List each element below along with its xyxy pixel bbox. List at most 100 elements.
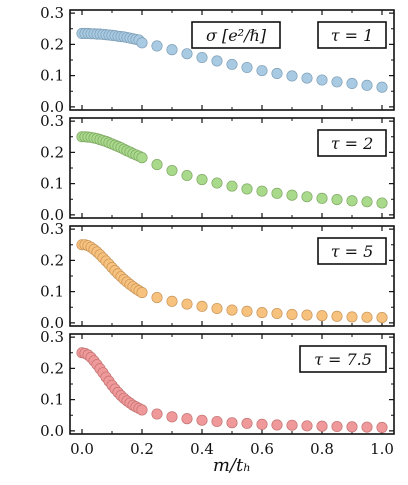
data-point [151, 292, 163, 304]
data-point [271, 307, 283, 320]
data-point [256, 65, 268, 77]
y-tick-label: 0.0 [40, 422, 64, 440]
quantity-label: σ [e²/ℏ] [206, 26, 267, 45]
data-point [271, 67, 283, 79]
y-tick-label: 0.3 [40, 4, 64, 22]
data-point [151, 408, 163, 420]
data-point [256, 418, 268, 430]
data-point [376, 421, 388, 433]
data-point [361, 421, 373, 433]
y-tick-label: 0.2 [40, 35, 64, 53]
quantity-box [191, 21, 281, 49]
data-point [256, 185, 268, 197]
y-tick-label: 0.3 [40, 328, 64, 346]
data-point [346, 77, 358, 89]
data-point [181, 169, 193, 182]
data-point [361, 311, 373, 323]
x-axis-label: m/tₕ [213, 455, 251, 476]
y-tick-label: 0.0 [40, 206, 64, 224]
data-point [211, 302, 223, 315]
data-point [166, 411, 178, 423]
data-point [166, 44, 178, 56]
data-point [136, 152, 148, 164]
data-point [346, 421, 358, 433]
data-point [331, 310, 343, 322]
data-point [301, 72, 313, 84]
panel-3: 0.0 0.1 0.2 0.3 τ = 5 [40, 220, 395, 332]
data-point [136, 37, 148, 49]
data-point [211, 177, 223, 189]
data-point [166, 295, 178, 307]
x-tick-label: 0.2 [130, 440, 154, 458]
data-point [286, 419, 298, 431]
data-point [136, 287, 148, 299]
panels: 0.0 0.1 0.2 0.3 τ = 1 σ [e²/ℏ] 0.0 0.1 0.2 0.3 τ =… [40, 4, 395, 440]
y-tick-label: 0.3 [40, 112, 64, 130]
y-tick-label: 0.1 [40, 391, 64, 409]
data-point [346, 195, 358, 207]
legend-label: τ = 7.5 [314, 350, 372, 369]
data-point [256, 307, 268, 319]
data-point [331, 420, 343, 433]
data-point [196, 51, 208, 64]
data-point [241, 183, 253, 195]
y-tick-label: 0.0 [40, 314, 64, 332]
legend-label: τ = 2 [331, 134, 374, 153]
data-point [301, 191, 313, 203]
data-point [211, 415, 223, 428]
legend-label: τ = 1 [331, 26, 374, 45]
y-tick-label: 0.1 [40, 67, 64, 85]
data-point [241, 417, 253, 429]
data-point [196, 174, 208, 186]
data-point [316, 74, 328, 86]
legend-label: τ = 5 [331, 242, 374, 261]
y-tick-label: 0.3 [40, 220, 64, 238]
data-point [376, 312, 388, 324]
y-tick-label: 0.1 [40, 283, 64, 301]
data-point [181, 413, 193, 425]
data-point [286, 308, 298, 320]
y-tick-label: 0.0 [40, 98, 64, 116]
x-tick-label: 0.0 [70, 440, 94, 458]
data-point [241, 305, 253, 317]
y-tick-label: 0.2 [40, 143, 64, 161]
data-point [151, 159, 163, 171]
data-point [211, 55, 223, 67]
y-tick-label: 0.2 [40, 359, 64, 377]
data-point [376, 197, 388, 209]
data-point [166, 164, 178, 177]
data-point [361, 79, 373, 91]
data-point [181, 298, 193, 310]
data-point [331, 76, 343, 88]
data-point [316, 192, 328, 204]
legend-box [317, 237, 387, 265]
data-point [316, 310, 328, 322]
data-point [196, 414, 208, 426]
data-point [331, 194, 343, 206]
y-tick-label: 0.2 [40, 251, 64, 269]
data-point [271, 187, 283, 199]
panel-1: 0.0 0.1 0.2 0.3 τ = 1 σ [e²/ℏ] [40, 4, 395, 116]
x-tick-label: 0.6 [250, 440, 274, 458]
legend-box [317, 21, 387, 49]
data-point [361, 196, 373, 208]
data-point [226, 58, 238, 70]
data-point [271, 419, 283, 431]
data-point [136, 404, 148, 416]
data-point [301, 309, 313, 321]
y-tick-label: 0.1 [40, 175, 64, 193]
data-point [241, 61, 253, 74]
panel-4: 0.0 0.1 0.2 0.3 τ = 7.5 [40, 328, 395, 440]
data-point [181, 48, 193, 60]
data-point [226, 304, 238, 316]
legend-box [299, 345, 387, 373]
data-point [286, 70, 298, 82]
data-point [301, 420, 313, 432]
x-tick-label: 0.8 [310, 440, 334, 458]
x-tick-label: 0.4 [190, 440, 214, 458]
data-point [286, 189, 298, 201]
x-axis-tick-labels: 0.0 0.2 0.4 0.6 0.8 1.0 [70, 440, 394, 458]
data-point [376, 81, 388, 93]
data-point [226, 417, 238, 429]
